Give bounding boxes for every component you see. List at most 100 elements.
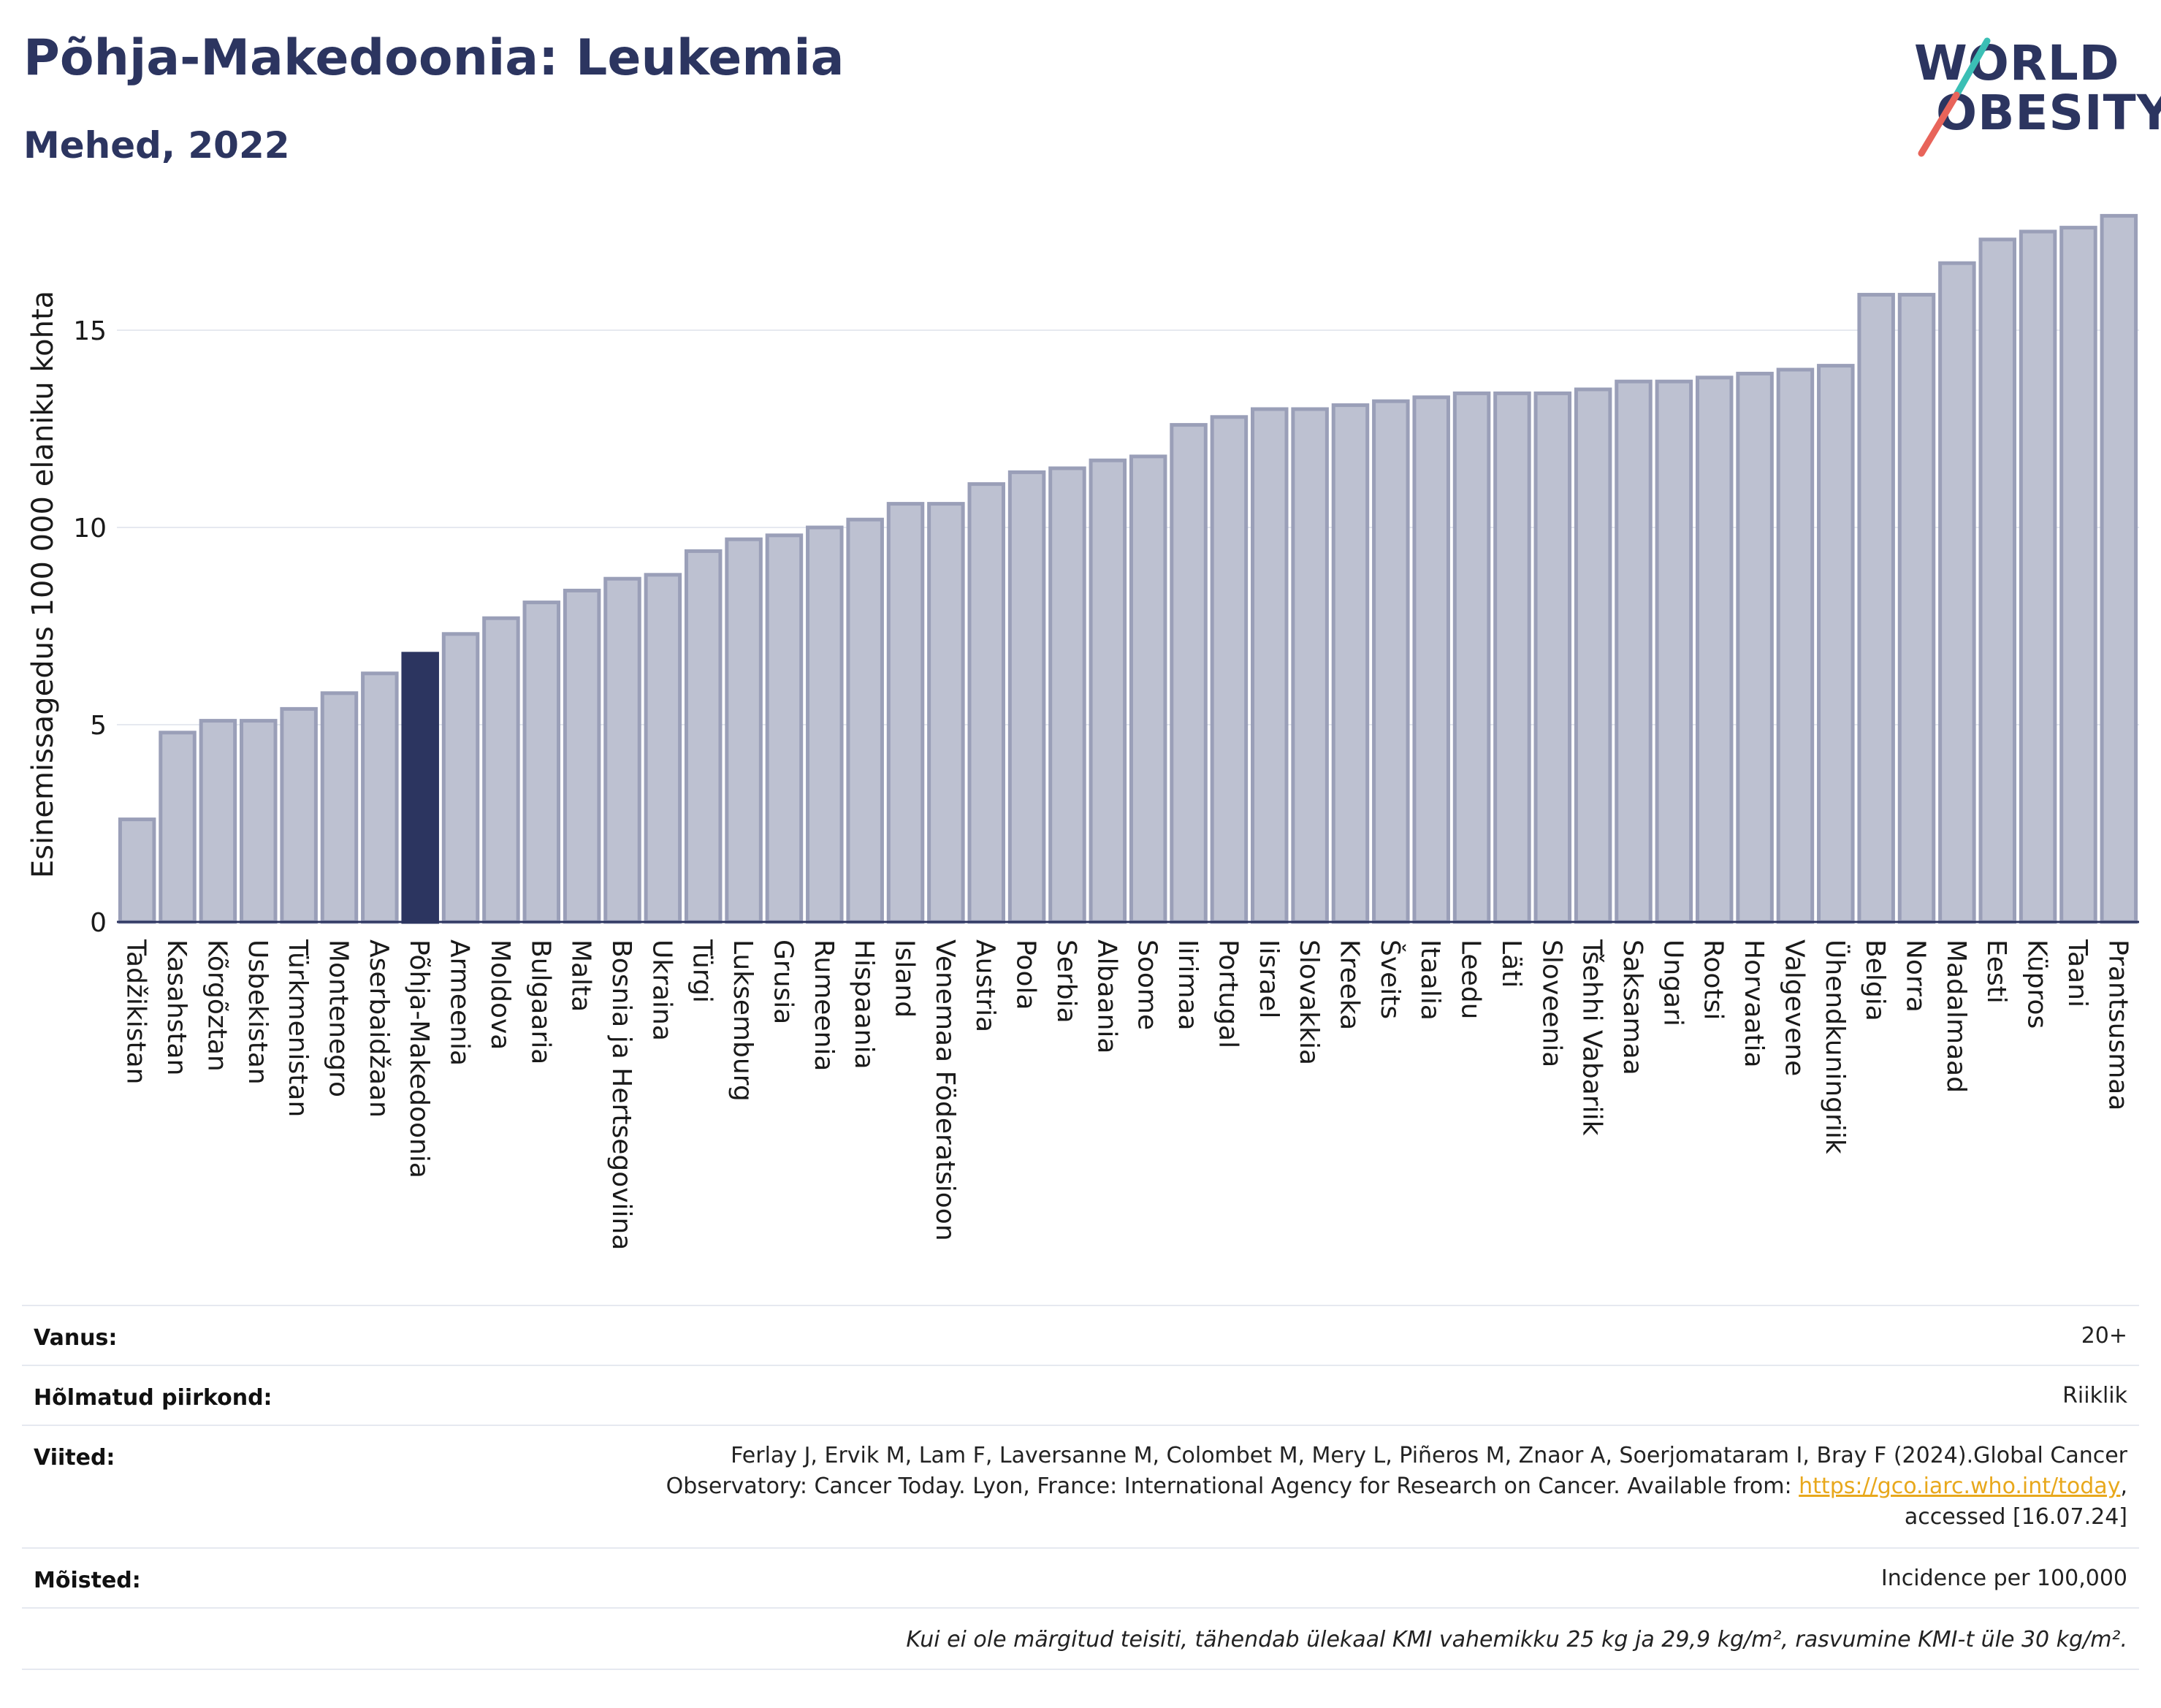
bar: [927, 502, 965, 924]
x-tick-label: Bosnia ja Hertsegoviina: [606, 939, 636, 1250]
x-tick-label: Norra: [1901, 939, 1931, 1013]
x-tick-label: Tadžikistan: [121, 939, 151, 1084]
bar: [118, 817, 156, 924]
bar: [684, 549, 723, 924]
x-tick-label: Ungari: [1658, 939, 1688, 1026]
references-link[interactable]: https://gco.iarc.who.int/today: [1799, 1473, 2121, 1499]
bar: [320, 691, 359, 924]
x-tick-label: Taani: [2062, 939, 2092, 1007]
x-tick-label: Rootsi: [1699, 939, 1729, 1020]
y-tick-labels: 0 5 10 15: [73, 316, 107, 938]
bar: [1817, 364, 1855, 924]
x-tick-label: Sloveenia: [1536, 939, 1566, 1067]
x-tick-label: Valgevene: [1779, 939, 1809, 1076]
references-line-3: accessed [16.07.24]: [1904, 1504, 2127, 1530]
bar: [1129, 454, 1167, 924]
world-obesity-logo: WORLD OBESITY: [1892, 35, 2161, 159]
bottom-divider: [22, 1669, 2139, 1670]
x-tick-label: Ukraina: [647, 939, 676, 1041]
bar: [1897, 292, 1936, 924]
references-label: Viited:: [34, 1445, 115, 1471]
y-axis-label: Esinemissagedus 100 000 elaniku kohta: [26, 291, 60, 878]
bar: [1776, 367, 1815, 924]
footnote: Kui ei ole märgitud teisiti, tähendab ül…: [906, 1627, 2127, 1652]
x-tick-label: Grusia: [768, 939, 798, 1024]
x-tick-label: Poola: [1011, 939, 1041, 1010]
x-tick-label: Kreeka: [1334, 939, 1364, 1030]
x-tick-label: Kõrgõztan: [202, 939, 232, 1072]
bar: [1533, 391, 1572, 924]
bar-highlighted: [401, 652, 439, 924]
bar: [2019, 229, 2057, 924]
region-value: Riiklik: [2062, 1383, 2127, 1408]
references-line-2: Observatory: Cancer Today. Lyon, France:…: [666, 1471, 2127, 1502]
info-row-age: Vanus: 20+: [22, 1305, 2139, 1366]
y-tick-label: 0: [90, 908, 107, 938]
info-row-note: Kui ei ole märgitud teisiti, tähendab ül…: [22, 1607, 2139, 1670]
bar: [1695, 375, 1734, 924]
bar: [1978, 237, 2016, 924]
bar: [482, 616, 520, 924]
x-tick-label: Bulgaaria: [525, 939, 555, 1064]
x-tick-label: Itaalia: [1415, 939, 1445, 1021]
bar: [441, 632, 480, 924]
x-tick-label: Läti: [1496, 939, 1526, 988]
bar: [725, 537, 763, 924]
bar: [1007, 470, 1046, 924]
bar: [1574, 387, 1612, 924]
bar: [280, 706, 318, 924]
region-label: Hõlmatud piirkond:: [34, 1385, 272, 1411]
bar: [1615, 379, 1653, 924]
bar: [967, 482, 1005, 924]
bar: [563, 588, 601, 924]
bar: [199, 719, 237, 924]
bar: [1655, 379, 1693, 924]
bar: [644, 573, 682, 924]
bar: [1493, 391, 1531, 924]
x-tick-label: Albaania: [1091, 939, 1121, 1053]
x-tick-label: Küpros: [2022, 939, 2052, 1029]
x-tick-label: Eesti: [1981, 939, 2011, 1004]
x-tick-label: Madalmaad: [1941, 939, 1971, 1093]
bar: [159, 731, 197, 924]
y-tick-label: 15: [73, 316, 107, 346]
x-tick-label: Luksemburg: [728, 939, 758, 1102]
x-tick-label: Island: [890, 939, 920, 1018]
x-tick-label: Iisrael: [1254, 939, 1284, 1018]
chart-subtitle: Mehed, 2022: [23, 124, 290, 167]
x-tick-label: Leedu: [1456, 939, 1486, 1019]
x-tick-label: Aserbaidžaan: [364, 939, 394, 1118]
bar: [1170, 423, 1208, 924]
bar-chart: 0 5 10 15 Tadžikistan Kasahstan Kõrgõztan Usbe…: [26, 213, 2139, 1250]
bar: [603, 576, 641, 924]
bar: [1331, 403, 1370, 924]
x-tick-label: Tšehhi Vabariik: [1577, 939, 1607, 1136]
bar: [1372, 399, 1410, 924]
bar: [1291, 407, 1329, 924]
x-tick-label: Hispaania: [849, 939, 879, 1070]
x-tick-label: Ühendkuningriik: [1820, 939, 1851, 1154]
bar: [765, 533, 804, 924]
bar: [886, 502, 925, 924]
bar: [361, 671, 399, 924]
x-tick-label: Malta: [566, 939, 596, 1012]
bar: [806, 525, 844, 924]
x-tick-label: Šveits: [1375, 939, 1406, 1019]
logo-text-world: WORLD: [1914, 35, 2120, 91]
age-value: 20+: [2081, 1323, 2127, 1349]
x-tick-label: Prantsusmaa: [2103, 939, 2133, 1110]
info-row-region: Hõlmatud piirkond: Riiklik: [22, 1365, 2139, 1426]
age-label: Vanus:: [34, 1325, 118, 1351]
x-tick-label: Moldova: [485, 939, 515, 1050]
definitions-label: Mõisted:: [34, 1568, 141, 1593]
info-row-definitions: Mõisted: Incidence per 100,000: [22, 1547, 2139, 1609]
bar: [1736, 371, 1774, 924]
x-tick-label: Türkmenistan: [283, 939, 313, 1117]
x-tick-label: Armeenia: [445, 939, 475, 1066]
bar: [1210, 415, 1249, 924]
bar: [1452, 391, 1491, 924]
x-tick-label: Iirimaa: [1173, 939, 1203, 1031]
bar: [522, 601, 561, 924]
x-tick-label: Portugal: [1213, 939, 1243, 1048]
x-tick-label: Saksamaa: [1617, 939, 1647, 1075]
